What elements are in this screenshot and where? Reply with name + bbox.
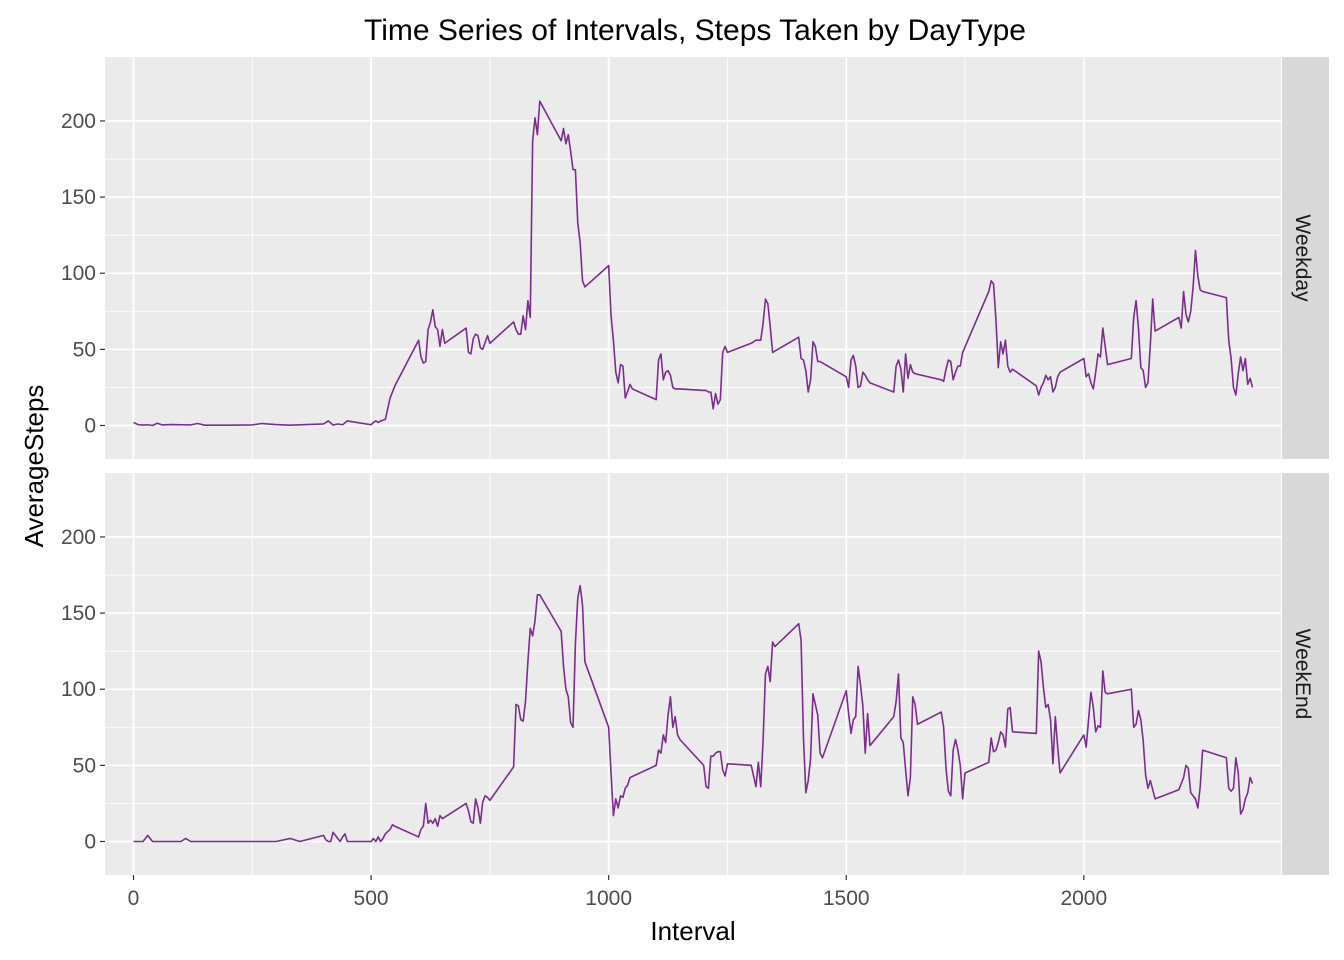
y-tick-label: 150: [61, 186, 96, 209]
strip-background-weekend: [1282, 473, 1329, 875]
x-tick-label: 2000: [1060, 887, 1107, 910]
strip-background-weekday: [1282, 57, 1329, 459]
series-line-weekend: [133, 584, 1254, 843]
panel-background-weekend: [105, 473, 1281, 875]
y-tick-label: 0: [84, 831, 96, 854]
panel-background-weekday: [105, 57, 1281, 459]
y-tick-label: 200: [61, 110, 96, 133]
x-axis: 0 500 1000 1500 2000: [128, 875, 1107, 910]
x-tick-label: 1500: [823, 887, 870, 910]
x-tick-label: 500: [354, 887, 389, 910]
x-tick-label: 1000: [585, 887, 632, 910]
strip-label-weekend: WeekEnd: [1291, 629, 1314, 720]
y-tick-label: 100: [61, 262, 96, 285]
chart-title: Time Series of Intervals, Steps Taken by…: [364, 14, 1026, 47]
y-axis-weekend: 0 50 100 150 200: [61, 526, 105, 854]
y-tick-label: 200: [61, 526, 96, 549]
y-tick-label: 50: [73, 754, 96, 777]
y-tick-label: 150: [61, 602, 96, 625]
y-tick-label: 50: [73, 338, 96, 361]
gridlines-weekday: [105, 57, 1281, 459]
x-axis-title: Interval: [650, 916, 735, 946]
gridlines-weekend: [105, 473, 1281, 875]
y-tick-label: 100: [61, 678, 96, 701]
facet-weekend: WeekEnd 0 50 100 150 200: [61, 473, 1329, 875]
x-tick-label: 0: [128, 887, 140, 910]
y-axis-title: AverageSteps: [19, 385, 49, 548]
y-axis-weekday: 0 50 100 150 200: [61, 110, 105, 438]
facet-weekday: Weekday 0 50 100 150 200: [61, 57, 1329, 459]
series-line-weekday: [133, 100, 1254, 427]
strip-label-weekday: Weekday: [1291, 214, 1314, 302]
y-tick-label: 0: [84, 415, 96, 438]
